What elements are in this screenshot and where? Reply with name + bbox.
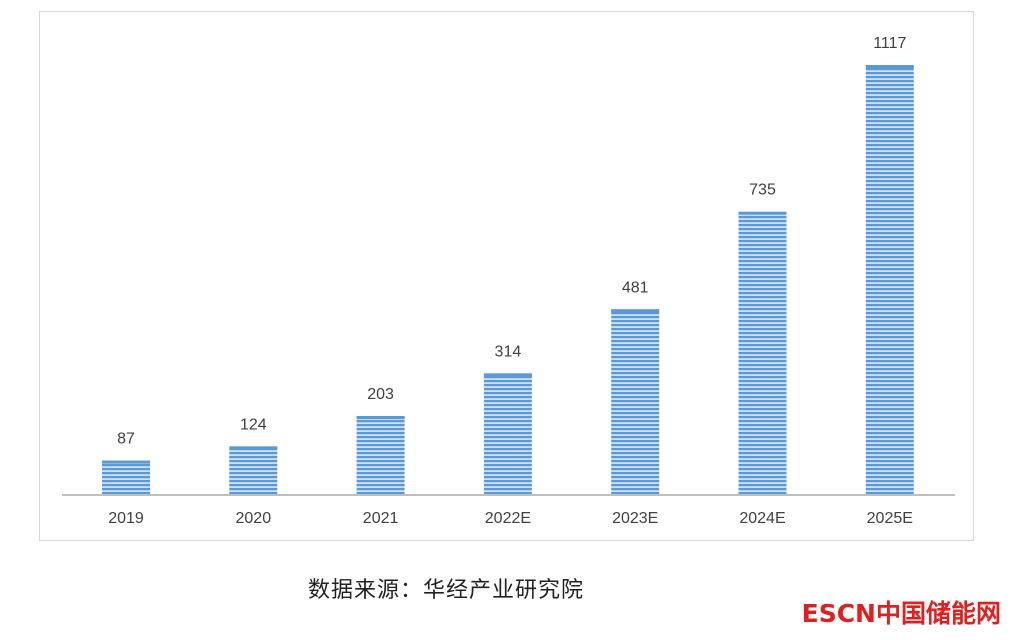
data-source-note: 数据来源：华经产业研究院	[308, 578, 585, 603]
bar-top-edge	[738, 211, 787, 215]
bar-top-edge	[483, 373, 532, 377]
tick-label-2025E: 2025E	[867, 510, 913, 527]
tick-label-2024E: 2024E	[739, 510, 785, 527]
tick-label-2021: 2021	[363, 510, 399, 527]
tick-label-2022E: 2022E	[485, 510, 531, 527]
bar-top-edge	[865, 65, 914, 68]
bar-chart: 87 2019 124 2020 203 2021 314 2022E 481 2023E 735 2…	[62, 35, 955, 527]
data-label-2019: 87	[117, 431, 135, 448]
data-label-2023E: 481	[622, 279, 649, 296]
labels-group: 87 2019 124 2020 203 2021 314 2022E 481 2023E 735 2…	[108, 35, 913, 527]
escn-logo[interactable]: ESCN中国储能网	[802, 594, 1001, 630]
data-label-2022E: 314	[495, 343, 522, 360]
tick-label-2019: 2019	[108, 510, 144, 527]
data-label-2025E: 1117	[873, 35, 906, 52]
data-label-2020: 124	[240, 416, 267, 433]
data-label-2024E: 735	[749, 182, 776, 199]
logo-brand-cn: 中国储能网	[875, 599, 1001, 628]
tick-label-2020: 2020	[236, 510, 272, 527]
data-label-2021: 203	[367, 386, 394, 403]
bars-group	[102, 65, 914, 494]
bar-2021	[356, 416, 405, 494]
bar-top-edge	[356, 416, 405, 420]
bar-2022E	[483, 373, 532, 494]
bar-2023E	[611, 309, 660, 494]
bar-2019	[102, 460, 150, 494]
bar-2020	[229, 446, 278, 494]
bar-top-edge	[229, 446, 278, 450]
bar-2025E	[865, 65, 914, 494]
chart-frame: 87 2019 124 2020 203 2021 314 2022E 481 2023E 735 2…	[39, 11, 974, 541]
bar-top-edge	[102, 460, 150, 464]
tick-label-2023E: 2023E	[612, 510, 658, 527]
logo-brand-en: ESCN	[801, 599, 876, 628]
bar-2024E	[738, 211, 787, 494]
bar-top-edge	[611, 309, 660, 313]
